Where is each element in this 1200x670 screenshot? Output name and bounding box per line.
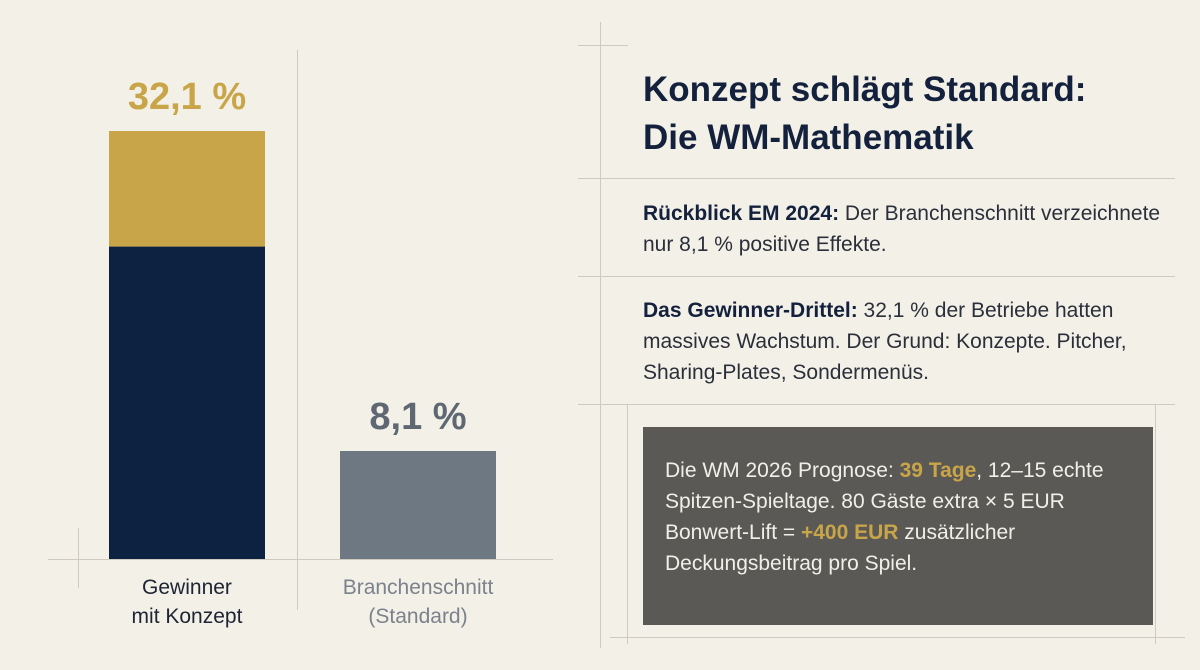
forecast-text: Die WM 2026 Prognose: 39 Tage, 12–15 ech… <box>665 455 1145 579</box>
category-label: Gewinner <box>142 576 232 599</box>
category-label: (Standard) <box>368 605 467 628</box>
forecast-post: zusätzlicher Deckungsbeitrag pro Spiel. <box>665 521 1016 575</box>
forecast-mid: , 12–15 echte Spitzen-Spieltage. 80 Gäst… <box>665 459 1104 544</box>
category-label: Branchenschnitt <box>343 576 494 599</box>
bar-branchenschnitt <box>340 451 496 559</box>
page-title: Konzept schlägt Standard: Die WM-Mathema… <box>643 66 1163 162</box>
guide-line-separator-1 <box>578 178 1175 179</box>
title-line-2: Die WM-Mathematik <box>643 118 974 157</box>
winners-paragraph: Das Gewinner-Drittel: 32,1 % der Betrieb… <box>643 295 1163 388</box>
guide-line-chart-divider <box>297 50 298 610</box>
title-line-1: Konzept schlägt Standard: <box>643 70 1087 109</box>
winners-label: Das Gewinner-Drittel: <box>643 299 858 322</box>
bar-gewinner-base <box>109 246 265 559</box>
bar-value-label: 8,1 % <box>369 396 466 438</box>
guide-line-panel-left <box>600 22 601 648</box>
category-label: mit Konzept <box>132 605 243 628</box>
review-text: Der Branchenschnitt verzeichnete nur 8,1… <box>643 202 1161 256</box>
forecast-amount: +400 EUR <box>800 521 899 544</box>
guide-line-chart-baseline <box>48 559 553 560</box>
review-label: Rückblick EM 2024: <box>643 202 840 225</box>
guide-line-box-right <box>1155 404 1156 644</box>
forecast-pre: Die WM 2026 Prognose: <box>665 459 900 482</box>
forecast-days: 39 Tage <box>899 459 977 482</box>
bar-chart: 32,1 % Gewinner mit Konzept 8,1 % Branchensc… <box>109 76 496 628</box>
bar-value-label: 32,1 % <box>128 76 246 118</box>
guide-line-chart-left <box>78 528 79 588</box>
review-paragraph: Rückblick EM 2024: Der Branchenschnitt v… <box>643 198 1163 260</box>
guide-line-box-left <box>627 404 628 644</box>
guide-line-panel-top <box>578 45 628 46</box>
forecast-box: Die WM 2026 Prognose: 39 Tage, 12–15 ech… <box>643 427 1153 625</box>
guide-line-separator-3 <box>578 404 1175 405</box>
guide-line-box-bottom <box>610 637 1185 638</box>
winners-text: 32,1 % der Betriebe hatten massives Wach… <box>643 299 1127 384</box>
bar-gewinner-cap <box>109 131 265 247</box>
guide-line-separator-2 <box>578 276 1175 277</box>
